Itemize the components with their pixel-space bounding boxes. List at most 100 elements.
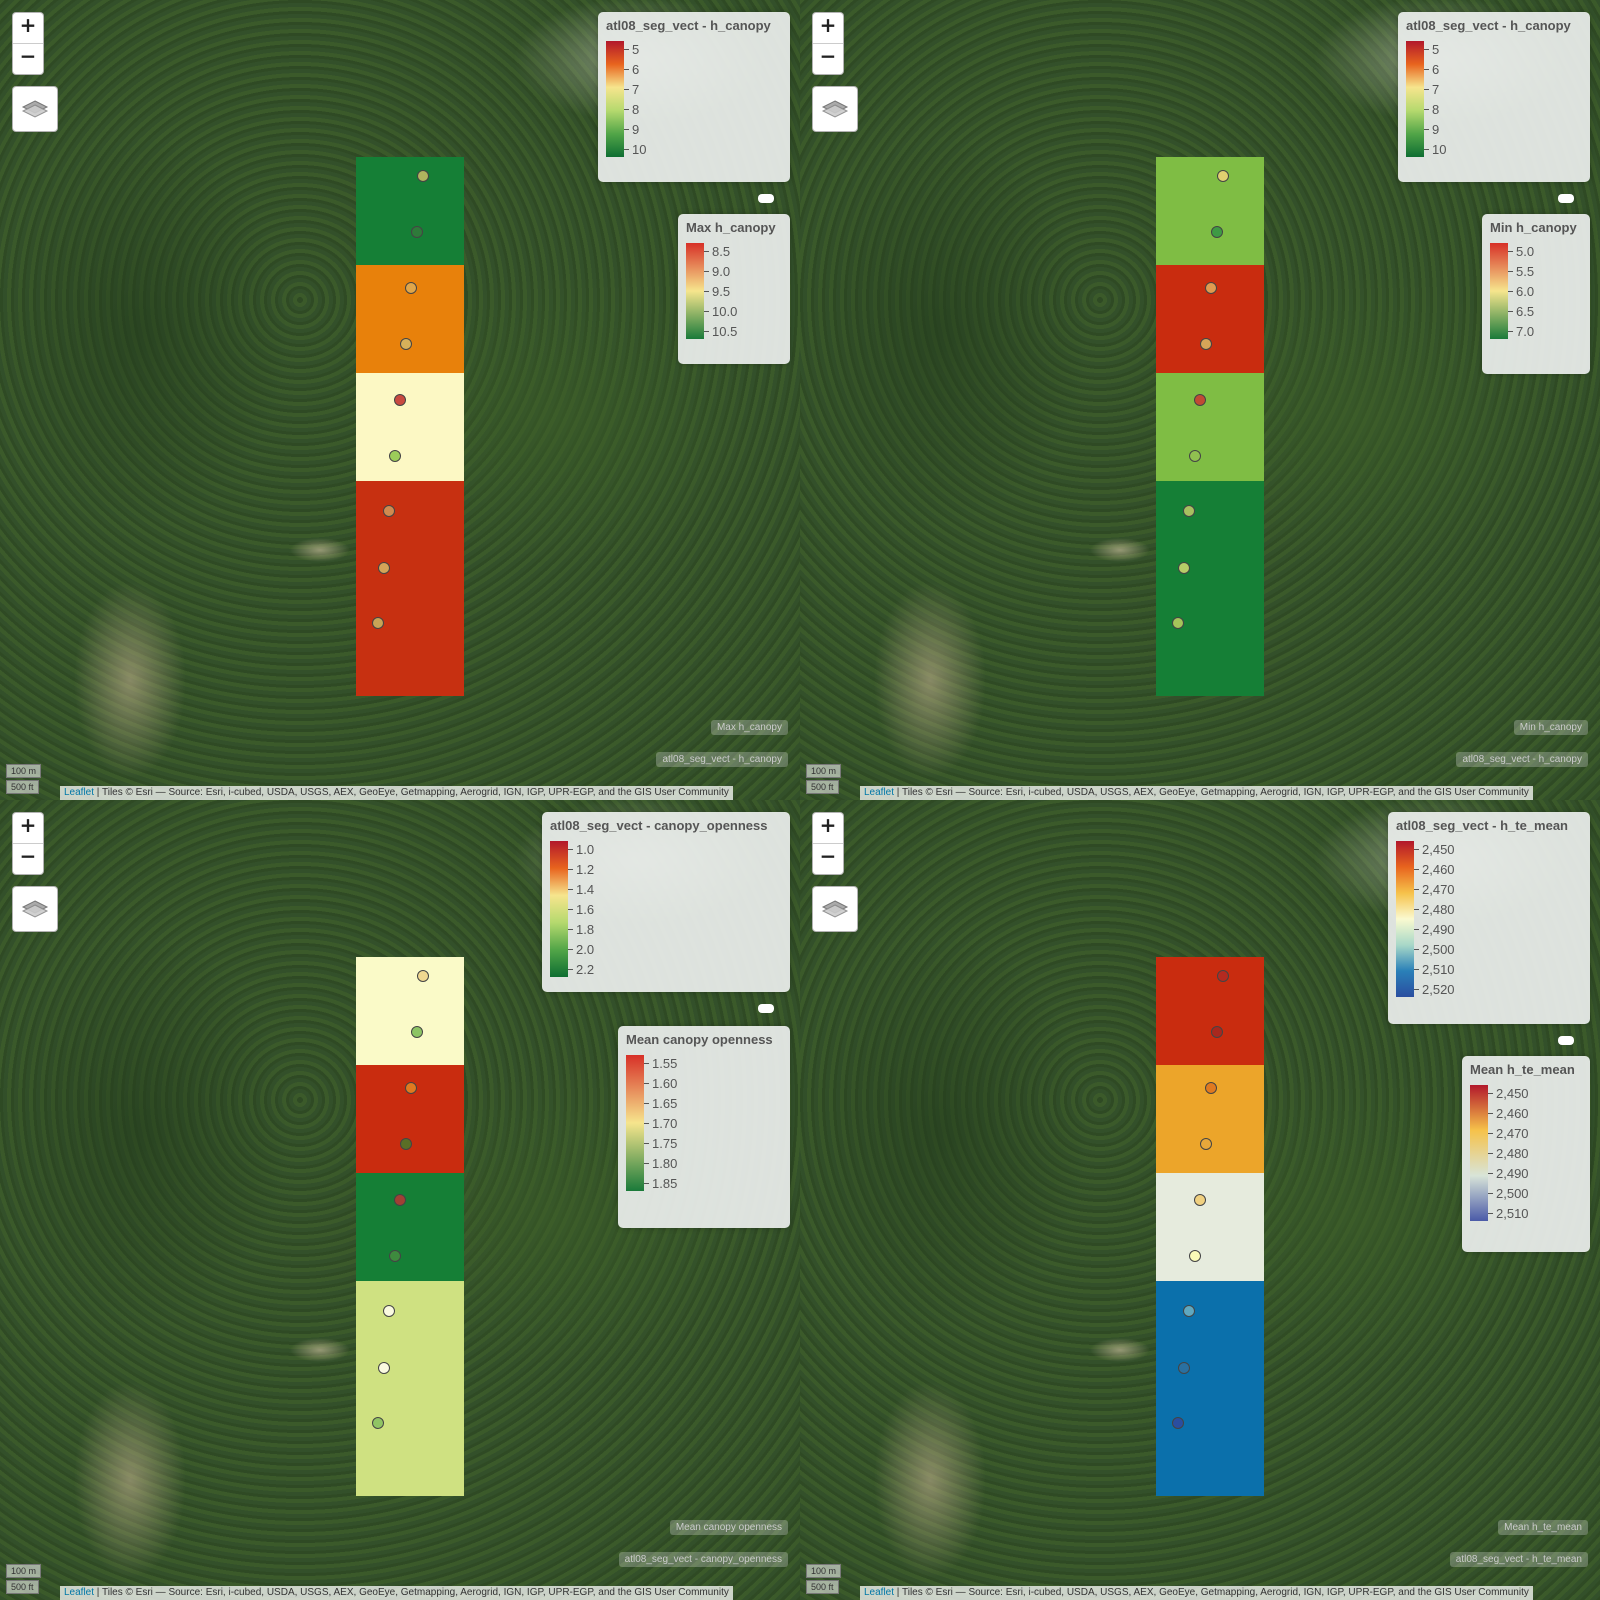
- layer-label[interactable]: atl08_seg_vect - h_canopy: [656, 752, 788, 767]
- segment-point[interactable]: [405, 1082, 417, 1094]
- segment-point[interactable]: [389, 450, 401, 462]
- segment-point[interactable]: [411, 226, 423, 238]
- layers-control-button[interactable]: [12, 86, 58, 132]
- segment-point[interactable]: [389, 1250, 401, 1262]
- legend-title: atl08_seg_vect - canopy_openness: [550, 818, 768, 833]
- legend-tick: [1508, 291, 1513, 292]
- color-ramp: [1406, 41, 1424, 157]
- raster-cell[interactable]: [356, 373, 464, 481]
- zoom-in-button[interactable]: +: [19, 13, 37, 37]
- segment-point[interactable]: [394, 1194, 406, 1206]
- zoom-control: + −: [812, 12, 844, 75]
- raster-cell[interactable]: [1156, 957, 1264, 1065]
- legend-toggle[interactable]: [1558, 1036, 1574, 1045]
- segment-point[interactable]: [417, 170, 429, 182]
- segment-point[interactable]: [394, 394, 406, 406]
- segment-point[interactable]: [1183, 1305, 1195, 1317]
- leaflet-link[interactable]: Leaflet: [864, 1587, 895, 1598]
- zoom-control: + −: [12, 812, 44, 875]
- attribution: Leaflet | Tiles © Esri — Source: Esri, i…: [60, 1586, 733, 1600]
- leaflet-link[interactable]: Leaflet: [64, 1587, 95, 1598]
- raster-cell[interactable]: [1156, 373, 1264, 481]
- segment-point[interactable]: [1172, 617, 1184, 629]
- zoom-in-button[interactable]: +: [819, 813, 837, 837]
- segment-point[interactable]: [383, 505, 395, 517]
- segment-point[interactable]: [1178, 562, 1190, 574]
- legend-tick: [704, 251, 709, 252]
- raster-cell[interactable]: [356, 957, 464, 1065]
- layer-label[interactable]: atl08_seg_vect - h_canopy: [1456, 752, 1588, 767]
- legend-tick: [568, 969, 573, 970]
- zoom-out-button[interactable]: −: [13, 843, 43, 874]
- segment-point[interactable]: [1217, 970, 1229, 982]
- legend-toggle[interactable]: [758, 1004, 774, 1013]
- segment-point[interactable]: [1189, 450, 1201, 462]
- leaflet-link[interactable]: Leaflet: [864, 787, 895, 798]
- segment-point[interactable]: [372, 617, 384, 629]
- segment-point[interactable]: [400, 338, 412, 350]
- legend-toggle[interactable]: [1558, 194, 1574, 203]
- raster-cell[interactable]: [356, 481, 464, 696]
- raster-cell[interactable]: [356, 157, 464, 265]
- segment-point[interactable]: [405, 282, 417, 294]
- segment-point[interactable]: [1178, 1362, 1190, 1374]
- legend-title: atl08_seg_vect - h_te_mean: [1396, 818, 1568, 833]
- zoom-out-button[interactable]: −: [813, 43, 843, 74]
- segment-point[interactable]: [1205, 282, 1217, 294]
- segment-point[interactable]: [1211, 1026, 1223, 1038]
- legend-label: 8: [1432, 102, 1440, 117]
- segment-point[interactable]: [378, 1362, 390, 1374]
- raster-cell[interactable]: [1156, 481, 1264, 696]
- legend-tick: [704, 291, 709, 292]
- segment-point[interactable]: [1205, 1082, 1217, 1094]
- layer-label[interactable]: atl08_seg_vect - h_te_mean: [1449, 1552, 1588, 1567]
- segment-point[interactable]: [1194, 1194, 1206, 1206]
- legend-toggle[interactable]: [758, 194, 774, 203]
- segment-point[interactable]: [1211, 226, 1223, 238]
- leaflet-link[interactable]: Leaflet: [64, 787, 95, 798]
- legend-tick: [1414, 929, 1419, 930]
- raster-cell[interactable]: [356, 1281, 464, 1496]
- layer-label[interactable]: Mean canopy openness: [669, 1520, 788, 1535]
- segment-point[interactable]: [1194, 394, 1206, 406]
- segment-point[interactable]: [1183, 505, 1195, 517]
- layer-label[interactable]: atl08_seg_vect - canopy_openness: [618, 1552, 788, 1567]
- raster-cell[interactable]: [1156, 157, 1264, 265]
- segment-point[interactable]: [411, 1026, 423, 1038]
- segment-point[interactable]: [372, 1417, 384, 1429]
- raster-cell[interactable]: [1156, 1281, 1264, 1496]
- legend-tick: [1488, 1213, 1493, 1214]
- layer-label[interactable]: Mean h_te_mean: [1498, 1520, 1588, 1535]
- segment-point[interactable]: [400, 1138, 412, 1150]
- zoom-control: + −: [12, 12, 44, 75]
- map-panel[interactable]: + − atl08_seg_vect - h_canopy 5 6 7 8 9 10 Max h_…: [0, 0, 800, 800]
- legend-tick: [624, 49, 629, 50]
- layers-control-button[interactable]: [812, 886, 858, 932]
- segment-point[interactable]: [1200, 1138, 1212, 1150]
- map-panel[interactable]: + − atl08_seg_vect - h_te_mean 2,450 2,460 2,…: [800, 800, 1600, 1600]
- legend-tick: [1508, 271, 1513, 272]
- raster-cell[interactable]: [1156, 1173, 1264, 1281]
- segment-point[interactable]: [1172, 1417, 1184, 1429]
- layer-label[interactable]: Max h_canopy: [710, 720, 788, 735]
- legend-tick: [568, 909, 573, 910]
- segment-point[interactable]: [417, 970, 429, 982]
- layers-control-button[interactable]: [12, 886, 58, 932]
- segment-point[interactable]: [383, 1305, 395, 1317]
- map-panel[interactable]: + − atl08_seg_vect - h_canopy 5 6 7 8 9 10 Min h_…: [800, 0, 1600, 800]
- raster-cell[interactable]: [356, 1173, 464, 1281]
- segment-point[interactable]: [1217, 170, 1229, 182]
- segment-point[interactable]: [378, 562, 390, 574]
- zoom-out-button[interactable]: −: [813, 843, 843, 874]
- legend-tick: [644, 1103, 649, 1104]
- zoom-in-button[interactable]: +: [819, 13, 837, 37]
- scale-metric: 100 m: [6, 764, 42, 778]
- zoom-out-button[interactable]: −: [13, 43, 43, 74]
- segment-point[interactable]: [1200, 338, 1212, 350]
- map-panel[interactable]: + − atl08_seg_vect - canopy_openness 1.0 1.2…: [0, 800, 800, 1600]
- zoom-in-button[interactable]: +: [19, 813, 37, 837]
- segment-point[interactable]: [1189, 1250, 1201, 1262]
- legend-label: 7: [1432, 82, 1440, 97]
- layers-control-button[interactable]: [812, 86, 858, 132]
- layer-label[interactable]: Min h_canopy: [1513, 720, 1588, 735]
